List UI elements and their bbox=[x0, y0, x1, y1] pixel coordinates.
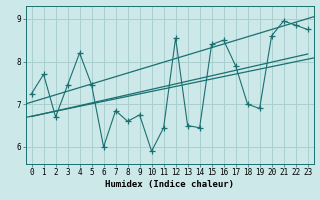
X-axis label: Humidex (Indice chaleur): Humidex (Indice chaleur) bbox=[105, 180, 234, 189]
